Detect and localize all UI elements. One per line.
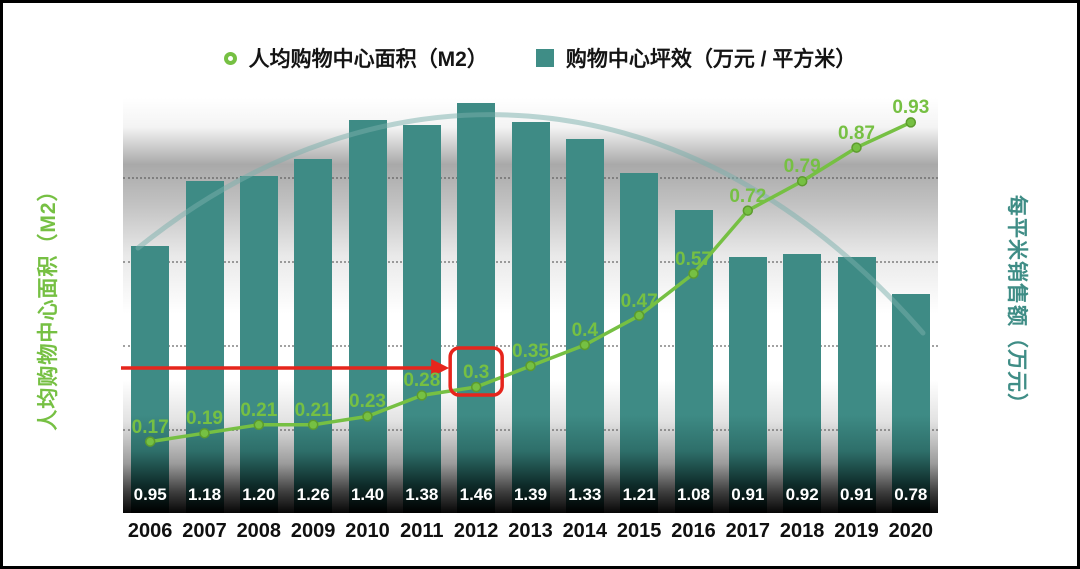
bar-2008 xyxy=(239,175,278,513)
line-value-label-2019: 0.87 xyxy=(838,122,875,144)
line-point-2017 xyxy=(742,205,754,216)
line-point-2020 xyxy=(905,117,917,128)
x-axis-label-2008: 2008 xyxy=(236,520,282,542)
line-value-label-2017: 0.72 xyxy=(729,185,767,207)
line-value-label-2016: 0.57 xyxy=(675,248,712,270)
x-axis-label-2018: 2018 xyxy=(779,520,825,542)
legend: 人均购物中心面积（M2） 购物中心坪效（万元 / 平方米） xyxy=(3,43,1077,73)
line-value-label-2012: 0.3 xyxy=(462,362,490,383)
x-axis-label-2009: 2009 xyxy=(290,520,336,542)
annotation-highlight-box xyxy=(448,346,504,397)
bar-value-label-2017: 0.91 xyxy=(731,485,765,504)
x-axis: 2006 2007 2008 2009 2010 2011 2012 2013 2014 2015… xyxy=(123,520,938,546)
line-value-label-2006: 0.17 xyxy=(131,416,169,438)
bar-value-label-2008: 1.20 xyxy=(242,485,276,504)
line-point-2012 xyxy=(470,381,482,393)
bar-2019 xyxy=(837,257,876,513)
line-point-2019 xyxy=(851,142,862,153)
bar-2009 xyxy=(294,158,333,513)
bar-2011 xyxy=(402,125,441,513)
bar-value-label-2012: 1.46 xyxy=(459,485,493,504)
bar-2018 xyxy=(783,254,822,513)
bar-2014 xyxy=(565,139,604,513)
line-point-2013 xyxy=(525,360,536,372)
line-point-2009 xyxy=(307,419,319,431)
line-value-label-2007: 0.19 xyxy=(186,408,223,430)
line-point-2015 xyxy=(633,310,645,321)
annotation-arrow-head xyxy=(431,359,450,377)
line-point-2016 xyxy=(688,268,699,279)
plot-area: 0.95 1.18 1.20 1.26 1.40 1.38 1.46 1.39 1.33 1.21… xyxy=(121,97,938,513)
bar-2013 xyxy=(511,122,550,513)
bar-value-label-2019: 0.91 xyxy=(839,485,874,504)
bar-series-square-icon xyxy=(535,49,554,67)
line-value-label-2020: 0.93 xyxy=(892,97,930,119)
bar-value-label-2014: 1.33 xyxy=(568,485,602,504)
right-axis-title: 每平米销售额（万元） xyxy=(1005,195,1028,415)
bar-2012 xyxy=(457,102,496,513)
bar-value-label-2011: 1.38 xyxy=(405,485,439,504)
line-value-label-2015: 0.47 xyxy=(620,290,658,312)
bar-value-label-2010: 1.40 xyxy=(350,485,385,504)
x-axis-label-2012: 2012 xyxy=(453,520,499,542)
x-axis-label-2007: 2007 xyxy=(182,520,227,542)
x-axis-label-2011: 2011 xyxy=(400,520,444,542)
line-value-label-2013: 0.35 xyxy=(512,341,549,362)
line-point-2011 xyxy=(416,390,428,401)
x-axis-label-2014: 2014 xyxy=(562,520,608,542)
x-axis-label-2017: 2017 xyxy=(725,520,771,542)
x-axis-label-2013: 2013 xyxy=(508,520,553,542)
legend-item-line-series: 人均购物中心面积（M2） xyxy=(223,43,488,73)
bar-2015 xyxy=(620,173,659,513)
bar-value-label-2007: 1.18 xyxy=(187,485,222,504)
line-point-2008 xyxy=(253,419,265,431)
bar-value-label-2013: 1.39 xyxy=(513,485,548,504)
left-axis-title: 人均购物中心面积（M2） xyxy=(37,179,60,431)
x-axis-label-2010: 2010 xyxy=(345,520,390,542)
bar-2010 xyxy=(348,119,387,513)
line-value-label-2018: 0.79 xyxy=(783,156,821,178)
x-axis-label-2006: 2006 xyxy=(127,520,173,542)
bar-value-label-2016: 1.08 xyxy=(676,485,711,504)
line-point-2006 xyxy=(144,436,156,447)
bar-value-label-2006: 0.95 xyxy=(133,485,167,504)
x-axis-label-2019: 2019 xyxy=(834,520,879,542)
line-value-label-2014: 0.4 xyxy=(571,320,599,341)
bar-value-label-2015: 1.21 xyxy=(622,485,656,504)
line-series-ring-icon xyxy=(223,51,237,65)
line-point-2007 xyxy=(199,427,210,439)
bar-2006 xyxy=(131,246,170,513)
line-value-label-2008: 0.21 xyxy=(240,399,278,421)
bar-value-label-2009: 1.26 xyxy=(296,485,330,504)
legend-item-bar-series: 购物中心坪效（万元 / 平方米） xyxy=(535,43,857,73)
line-point-2018 xyxy=(796,175,808,187)
bar-value-label-2018: 0.92 xyxy=(785,485,819,504)
line-value-label-2010: 0.23 xyxy=(349,391,386,413)
faded-trend-arc xyxy=(135,112,926,336)
legend-label-line-series: 人均购物中心面积（M2） xyxy=(248,48,488,71)
bar-2007 xyxy=(185,181,224,513)
x-axis-label-2016: 2016 xyxy=(671,520,716,542)
legend-label-bar-series: 购物中心坪效（万元 / 平方米） xyxy=(565,48,857,71)
x-axis-label-2015: 2015 xyxy=(616,520,662,542)
line-point-2014 xyxy=(579,339,591,351)
chart-overlay xyxy=(121,112,926,447)
x-axis-label-2020: 2020 xyxy=(888,520,934,542)
bar-value-label-2020: 0.78 xyxy=(894,485,928,504)
line-value-label-2011: 0.28 xyxy=(403,370,441,392)
line-point-2010 xyxy=(362,411,373,422)
line-value-label-2009: 0.21 xyxy=(294,399,332,421)
bar-2017 xyxy=(728,257,767,513)
